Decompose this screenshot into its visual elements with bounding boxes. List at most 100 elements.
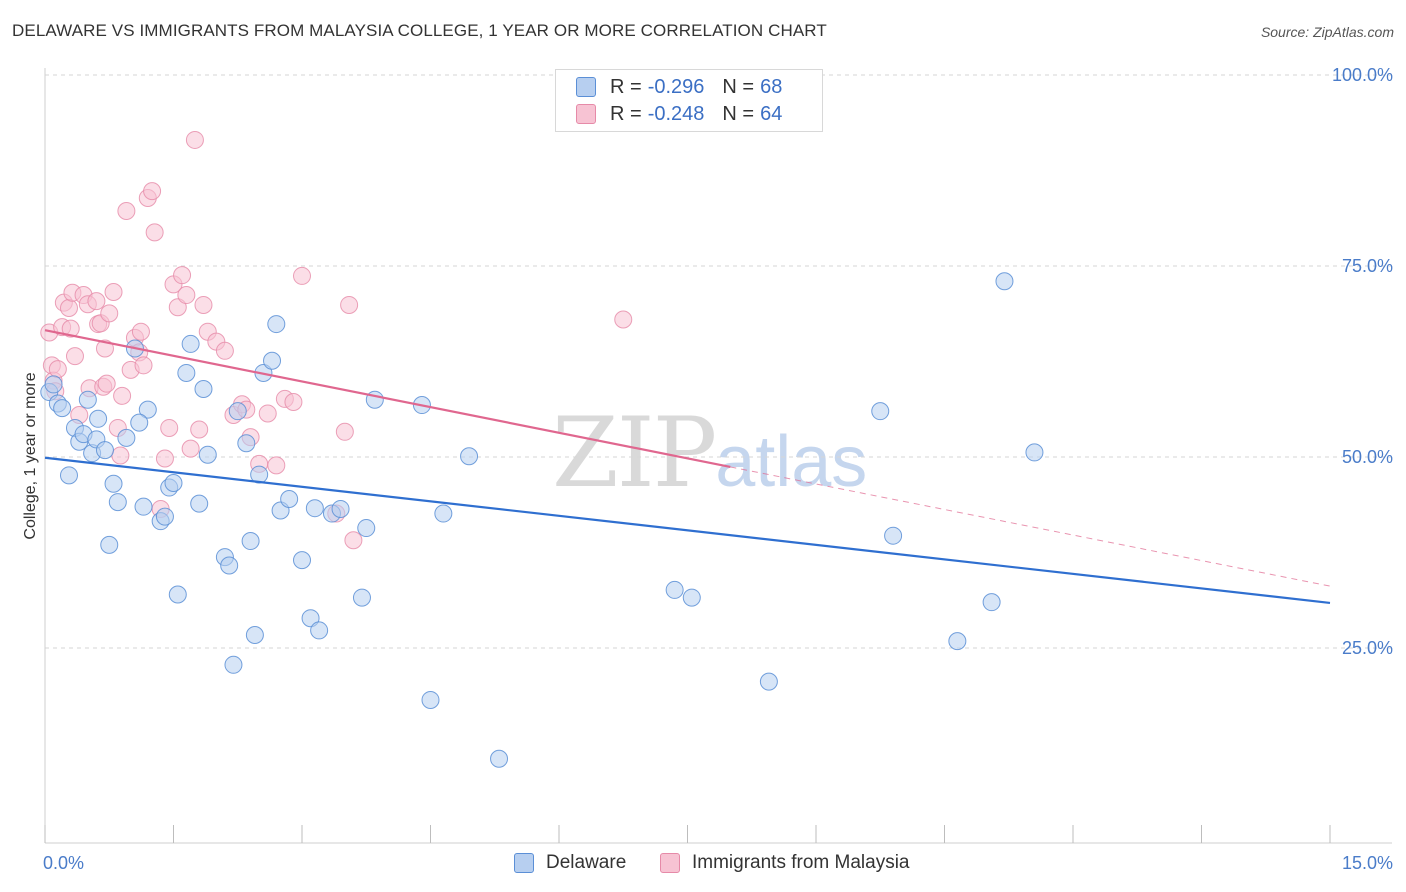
delaware-point [245,626,264,645]
malaysia-point [160,418,179,437]
delaware-point [78,390,97,409]
y-tick-label: 75.0% [1342,256,1393,276]
legend-item-malaysia[interactable]: Immigrants from Malaysia [660,852,910,874]
delaware-point [982,593,1001,612]
malaysia-point [111,446,130,465]
malaysia-point [131,322,150,341]
delaware-point [194,380,213,399]
delaware-point [237,434,256,453]
delaware-point [104,474,123,493]
malaysia-point [335,422,354,441]
malaysia-point [168,298,187,317]
malaysia-point [185,130,204,149]
delaware-points [40,272,1044,768]
malaysia-point [145,223,164,242]
delaware-point [130,413,149,432]
r-value: -0.248 [647,102,705,125]
delaware-point [995,272,1014,291]
source-label: Source: ZipAtlas.com [1260,24,1394,40]
delaware-point [53,399,72,418]
delaware-legend-swatch [514,853,534,873]
legend-label-malaysia: Immigrants from Malaysia [692,852,910,873]
malaysia-point [215,341,234,360]
delaware-point [117,428,136,447]
delaware-point [682,588,701,607]
malaysia-point [100,304,119,323]
delaware-point [198,445,217,464]
legend-item-delaware[interactable]: Delaware [514,852,626,874]
delaware-point [665,580,684,599]
delaware-point [263,351,282,370]
delaware-point [164,473,183,492]
malaysia-point [258,404,277,423]
delaware-trend-line [44,456,1331,605]
malaysia-point [190,420,209,439]
delaware-point [331,499,350,518]
delaware-point [108,493,127,512]
delaware-point [100,535,119,554]
malaysia-point [143,182,162,201]
delaware-point [177,363,196,382]
delaware-point [155,507,174,526]
axis-layer [44,68,1392,844]
malaysia-point [59,299,78,318]
delaware-point [59,466,78,485]
delaware-point [280,490,299,509]
delaware-point [352,588,371,607]
delaware-point [44,375,63,394]
correlation-legend: R = -0.296 N = 68 R = -0.248 N = 64 [555,69,823,132]
malaysia-point [87,292,106,311]
malaysia-point [267,456,286,475]
malaysia-trend-extension [730,466,1331,587]
delaware-swatch [576,77,596,97]
malaysia-point [104,282,123,301]
y-tick-label: 100.0% [1332,65,1393,85]
tick-layer: 25.0% 50.0% 75.0% 100.0% 0.0% 15.0% [43,65,1393,873]
malaysia-point [177,286,196,305]
malaysia-point [117,201,136,220]
delaware-point [434,504,453,523]
delaware-point [190,494,209,513]
malaysia-point [173,266,192,285]
malaysia-point [61,319,80,338]
malaysia-point [65,347,84,366]
x-tick-label: 15.0% [1342,853,1393,873]
y-axis-label: College, 1 year or more [22,372,39,539]
watermark: ZIPatlas [552,397,867,509]
delaware-point [181,334,200,353]
delaware-point [460,447,479,466]
malaysia-point [181,439,200,458]
malaysia-point [340,295,359,314]
x-tick-label: 0.0% [43,853,84,873]
delaware-point [305,499,324,518]
delaware-point [267,315,286,334]
malaysia-point [97,374,116,393]
watermark-zip: ZIP [552,397,717,509]
malaysia-point [614,310,633,329]
delaware-point [421,690,440,709]
delaware-point [884,526,903,545]
legend-row-delaware: R = -0.296 N = 68 [576,74,782,100]
delaware-point [224,655,243,674]
r-label: R = [610,75,642,98]
malaysia-point [48,360,67,379]
n-value: 68 [760,75,783,98]
malaysia-point [284,392,303,411]
delaware-point [490,749,509,768]
malaysia-legend-swatch [660,853,680,873]
grid-layer [45,74,1392,649]
n-label: N = [722,102,755,125]
legend-label-delaware: Delaware [546,852,627,873]
malaysia-point [194,295,213,314]
delaware-point [871,402,890,421]
delaware-point [293,551,311,570]
delaware-point [138,400,157,419]
delaware-point [759,672,778,691]
trend-layer [44,329,1331,605]
delaware-point [134,497,153,516]
y-tick-label: 50.0% [1342,447,1393,467]
malaysia-point [134,356,153,375]
y-tick-label: 25.0% [1342,638,1393,658]
malaysia-point [95,339,114,358]
delaware-point [241,532,260,551]
